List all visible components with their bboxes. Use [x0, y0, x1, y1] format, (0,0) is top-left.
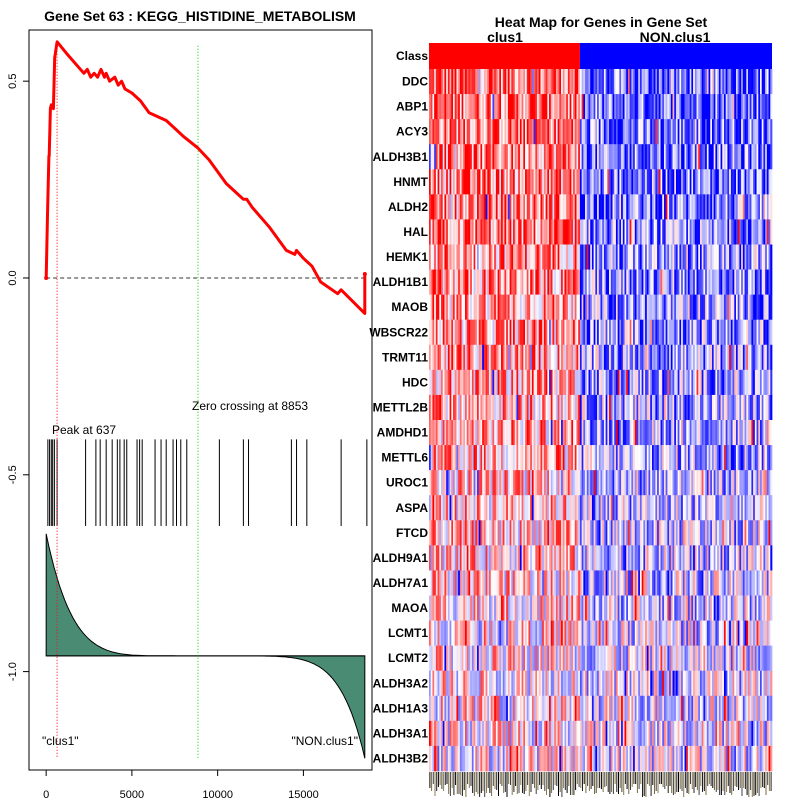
heatmap-cell [770, 219, 772, 244]
class-name-non-clus1: NON.clus1 [640, 29, 711, 45]
heatmap-cell [770, 270, 772, 295]
peak-annotation: Peak at 637 [52, 423, 116, 437]
heatmap-cell [770, 596, 772, 621]
curve-end-point [363, 272, 367, 276]
heatmap-cell [770, 295, 772, 320]
class-bar [429, 43, 772, 69]
heatmap-cells [429, 69, 772, 771]
heatmap-cell [770, 621, 772, 646]
heatmap-cell [770, 169, 772, 194]
heatmap-title: Heat Map for Genes in Gene Set [495, 14, 708, 30]
heatmap-cell [770, 69, 772, 94]
heatmap-cell [770, 245, 772, 270]
heatmap-cell [770, 194, 772, 219]
heatmap-cell [770, 144, 772, 169]
heatmap-cell [770, 395, 772, 420]
y-tick-label: -0.5 [7, 465, 19, 484]
y-tick-label: 0.0 [7, 270, 19, 285]
heatmap-cell [770, 345, 772, 370]
positive-class-annotation: "clus1" [42, 734, 79, 748]
heatmap-cell [770, 94, 772, 119]
zero-crossing-annotation: Zero crossing at 8853 [192, 399, 308, 413]
heatmap-cell [770, 545, 772, 570]
heatmap-cell [770, 520, 772, 545]
class-bar-clus1 [429, 43, 580, 69]
x-tick-label: 5000 [120, 789, 144, 800]
enrichment-plot-title: Gene Set 63 : KEGG_HISTIDINE_METABOLISM [44, 8, 356, 24]
heatmap: Heat Map for Genes in Gene Set clus1 NON… [369, 14, 772, 797]
heatmap-cell [770, 370, 772, 395]
x-tick-label: 15000 [288, 789, 319, 800]
y-tick-label: 0.5 [7, 74, 19, 89]
heatmap-cell [770, 320, 772, 345]
heatmap-cell [770, 495, 772, 520]
heatmap-cell [770, 646, 772, 671]
y-tick-label: -1.0 [7, 662, 19, 681]
curve-start-point [44, 276, 48, 280]
class-name-clus1: clus1 [487, 29, 523, 45]
heatmap-cell [770, 445, 772, 470]
x-tick-label: 0 [43, 789, 49, 800]
heatmap-cell [770, 420, 772, 445]
x-tick-label: 10000 [202, 789, 233, 800]
heatmap-cell [770, 119, 772, 144]
negative-class-annotation: "NON.clus1" [291, 734, 358, 748]
heatmap-cell [770, 570, 772, 595]
heatmap-cell [770, 470, 772, 495]
class-bar-non-clus1 [580, 43, 772, 69]
class-row-label: Class [396, 49, 428, 63]
